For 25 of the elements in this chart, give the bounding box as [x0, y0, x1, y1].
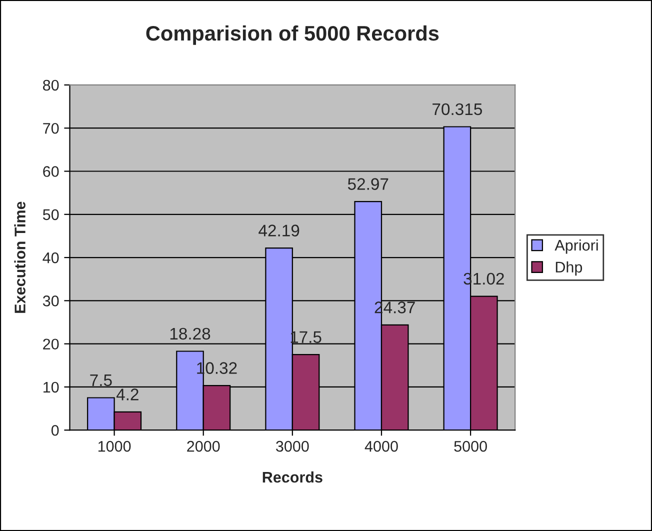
y-tick-label: 30 [42, 296, 59, 306]
data-label: 42.19 [258, 224, 300, 236]
legend-label: Apriori [554, 239, 598, 254]
y-tick-label: 20 [43, 338, 59, 350]
x-axis-title: Records [262, 471, 322, 483]
y-tick-label: 10 [44, 382, 59, 393]
y-tick-label: 40 [42, 252, 59, 264]
data-label: 4.2 [116, 388, 138, 400]
x-tick-label: 2000 [187, 440, 220, 452]
legend-label: Dhp [556, 261, 582, 276]
chart-title: Comparision of 5000 Records [146, 25, 439, 45]
data-label: 70.315 [432, 103, 482, 116]
x-tick-label: 5000 [454, 440, 487, 452]
y-tick-label: 70 [43, 122, 59, 134]
data-label: 18.28 [170, 328, 210, 340]
data-label: 7.5 [90, 374, 112, 386]
y-tick-label: 80 [43, 80, 59, 91]
y-tick-label: 50 [42, 209, 59, 220]
x-tick-label: 4000 [364, 440, 398, 452]
y-tick-label: 60 [43, 166, 59, 177]
data-label: 52.97 [348, 178, 388, 190]
y-tick-label: 0 [51, 424, 59, 436]
x-tick-label: 3000 [276, 440, 309, 452]
x-tick-label: 1000 [98, 440, 131, 452]
y-axis-title: Execution Time [14, 202, 26, 313]
